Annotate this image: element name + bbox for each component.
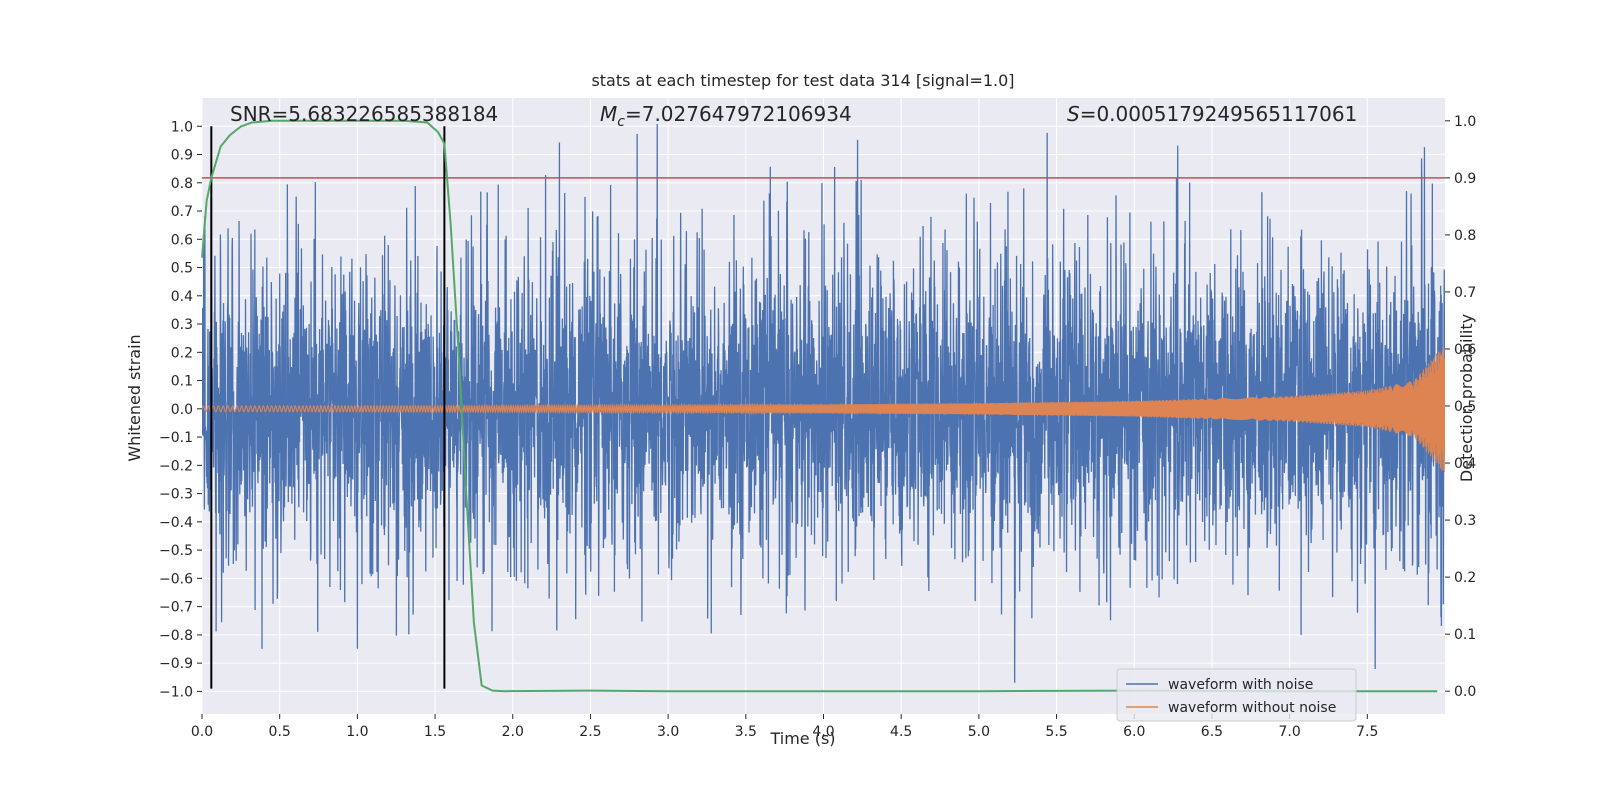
left-y-tick-label: −0.8 [159, 628, 193, 644]
left-y-tick-label: −0.3 [159, 487, 193, 503]
left-y-axis-label: Whitened strain [125, 334, 144, 461]
x-tick-label: 6.5 [1201, 724, 1223, 740]
left-y-tick-label: 0.5 [171, 261, 193, 277]
left-y-tick-label: 0.3 [171, 317, 193, 333]
x-axis-label: Time (s) [769, 729, 835, 748]
x-tick-label: 1.5 [424, 724, 446, 740]
series-waveform-with-noise [202, 123, 1445, 683]
right-y-tick-label: 0.3 [1454, 513, 1476, 529]
left-y-tick-label: −0.2 [159, 458, 193, 474]
left-y-tick-label: 0.8 [171, 176, 193, 192]
right-y-tick-label: 0.9 [1454, 171, 1476, 187]
right-y-tick-label: 0.4 [1454, 456, 1476, 472]
legend-box [1116, 668, 1357, 722]
left-y-tick-label: 0.4 [171, 289, 193, 305]
left-y-tick-label: −0.9 [159, 656, 193, 672]
s-value: =0.0005179249565117061 [1080, 102, 1358, 126]
chirp-mass-subscript: c [617, 114, 625, 130]
left-y-axis-ticks: 1.0 0.9 0.8 0.7 0.6 0.5 0.4 0.3 0.2 0.1 0.0 −0.1 −0.… [159, 119, 202, 700]
series-waveform-without-noise [202, 347, 1445, 472]
x-tick-label: 5.5 [1045, 724, 1067, 740]
legend: waveform with noise waveform without noi… [1116, 668, 1357, 722]
x-tick-label: 5.0 [968, 724, 990, 740]
x-tick-label: 7.5 [1356, 724, 1378, 740]
x-axis-ticks: 0.0 0.5 1.0 1.5 2.0 2.5 3.0 3.5 4.0 4.5 5.0 5.5 6.0 6… [191, 714, 1378, 740]
left-y-tick-label: −0.6 [159, 571, 193, 587]
right-y-tick-label: 1.0 [1454, 114, 1476, 130]
x-tick-label: 3.0 [657, 724, 679, 740]
right-y-axis-label: Detection probability [1457, 314, 1476, 482]
left-y-tick-label: 1.0 [171, 119, 193, 135]
x-tick-label: 1.0 [346, 724, 368, 740]
right-y-tick-label: 0.5 [1454, 399, 1476, 415]
left-y-tick-label: 0.0 [171, 402, 193, 418]
left-y-tick-label: −0.5 [159, 543, 193, 559]
chirp-mass-symbol: M [600, 102, 617, 126]
left-y-tick-label: −0.7 [159, 600, 193, 616]
right-y-tick-label: 0.7 [1454, 285, 1476, 301]
left-y-tick-label: −0.4 [159, 515, 193, 531]
left-y-tick-label: 0.2 [171, 345, 193, 361]
waveform-with-noise-line [202, 123, 1445, 683]
x-tick-label: 2.0 [502, 724, 524, 740]
x-tick-label: 0.0 [191, 724, 213, 740]
left-y-tick-label: 0.7 [171, 204, 193, 220]
x-tick-label: 2.5 [579, 724, 601, 740]
x-tick-label: 6.0 [1123, 724, 1145, 740]
s-symbol: S [1067, 102, 1080, 126]
right-y-tick-label: 0.1 [1454, 627, 1476, 643]
waveform-without-noise-line [202, 347, 1445, 472]
left-y-tick-label: 0.6 [171, 232, 193, 248]
right-y-tick-label: 0.2 [1454, 570, 1476, 586]
snr-annotation: SNR=5.683226585388184 [230, 102, 498, 126]
x-tick-label: 7.0 [1278, 724, 1300, 740]
legend-label-clean: waveform without noise [1168, 700, 1336, 716]
left-y-tick-label: 0.1 [171, 374, 193, 390]
x-tick-label: 4.5 [890, 724, 912, 740]
detection-probability-line [201, 119, 1438, 693]
left-y-tick-label: −1.0 [159, 684, 193, 700]
right-y-tick-label: 0.0 [1454, 684, 1476, 700]
right-y-axis-ticks: 1.0 0.9 0.8 0.7 0.6 0.5 0.4 0.3 0.2 0.1 0.0 [1445, 114, 1476, 700]
x-tick-label: 0.5 [269, 724, 291, 740]
chart-title: stats at each timestep for test data 314… [591, 71, 1014, 90]
left-y-tick-label: 0.9 [171, 148, 193, 164]
chirp-mass-value: =7.027647972106934 [625, 102, 852, 126]
right-y-tick-label: 0.6 [1454, 342, 1476, 358]
x-tick-label: 3.5 [735, 724, 757, 740]
x-tick-label: 4.0 [812, 724, 834, 740]
left-y-tick-label: −0.1 [159, 430, 193, 446]
chirp-mass-annotation: Mc=7.027647972106934 [600, 102, 852, 130]
vertical-markers [210, 126, 446, 689]
right-y-tick-label: 0.8 [1454, 228, 1476, 244]
legend-label-noise: waveform with noise [1168, 677, 1313, 693]
s-annotation: S=0.0005179249565117061 [1067, 102, 1357, 126]
